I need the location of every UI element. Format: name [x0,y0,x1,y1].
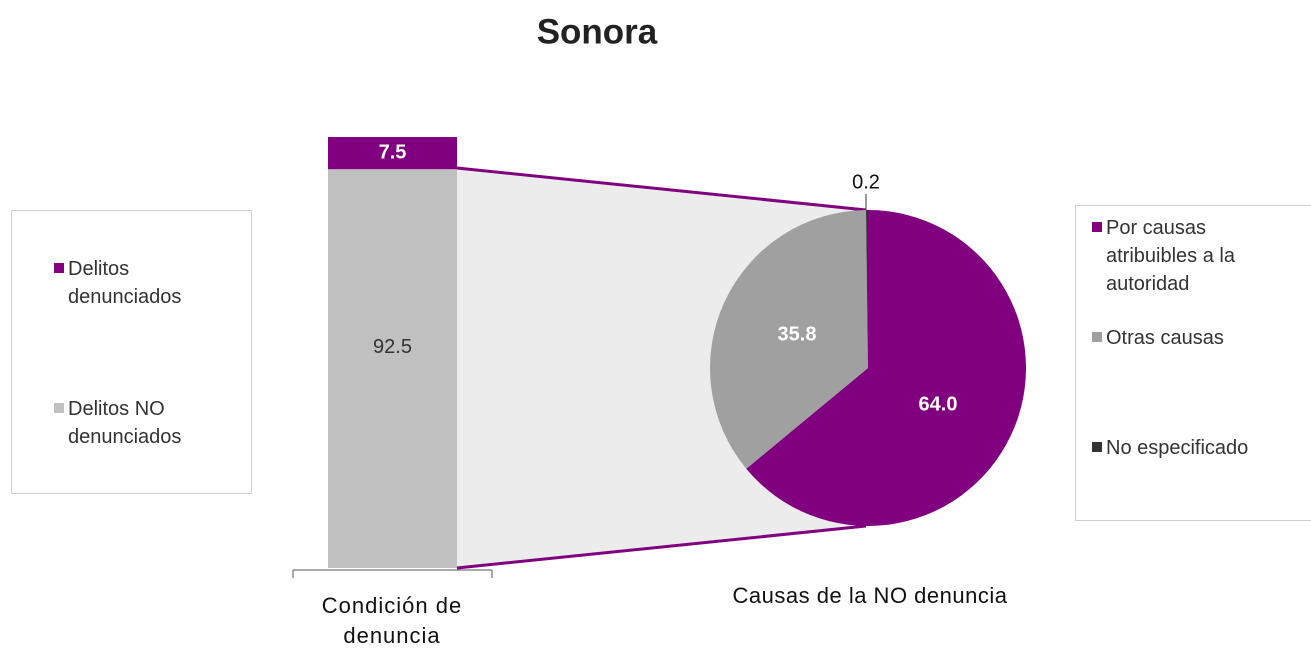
bar-segment [328,137,457,170]
x-axis-label: Condición de denuncia [322,593,462,648]
legend-item: No especificado [1092,434,1286,462]
legend-label: No especificado [1106,437,1249,459]
data-label: 64.0 [919,393,958,415]
data-label: 92.5 [373,336,412,358]
chart-title: Sonora [537,12,658,51]
bar-segment [328,169,457,568]
legend: Por causas atribuibles a la autoridad Otr… [1075,205,1311,521]
connector-line [456,524,867,570]
legend-label: Delitos NO denunciados [68,398,182,448]
pie-slice [746,210,1027,527]
legend-swatch [54,263,64,273]
x-axis-label: Causas de la NO denuncia [733,583,1008,608]
pie-slice [710,210,868,469]
data-label: 7.5 [379,141,407,163]
data-label: 35.8 [778,323,817,345]
legend-item: Otras causas [1092,324,1286,352]
legend-label: Otras causas [1106,327,1224,349]
legend-label: Por causas atribuibles a la autoridad [1106,217,1235,295]
legend-item: Delitos denunciados [54,255,238,311]
legend-swatch [54,403,64,413]
legend-swatch [1092,442,1102,452]
pie-slice [866,210,868,368]
legend-item: Por causas atribuibles a la autoridad [1092,214,1286,298]
legend-item: Delitos NO denunciados [54,395,238,451]
legend-swatch [1092,332,1102,342]
connector-line [456,166,867,212]
legend-swatch [1092,222,1102,232]
legend: Delitos denunciados Delitos NO denunciado… [11,210,252,494]
data-label: 0.2 [852,171,880,193]
legend-label: Delitos denunciados [68,258,182,308]
